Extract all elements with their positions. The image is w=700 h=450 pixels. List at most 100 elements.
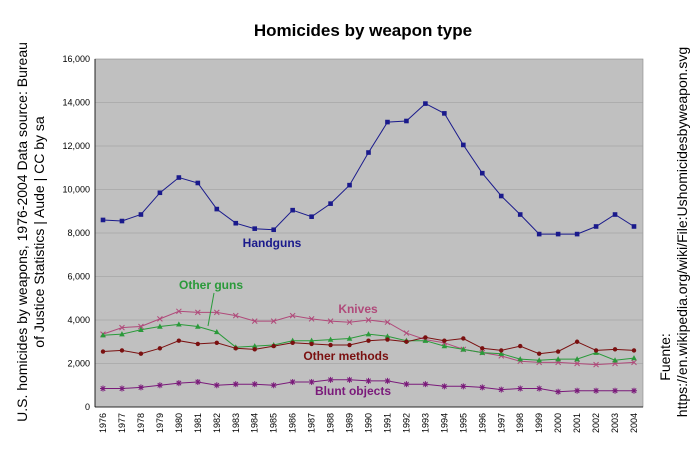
data-point-blunt-objects <box>270 382 277 389</box>
x-tick-label: 1999 <box>534 413 544 433</box>
x-tick-label: 1982 <box>212 413 222 433</box>
data-point-other-guns <box>176 321 182 327</box>
data-point-other-methods <box>347 342 352 348</box>
x-tick-label: 1980 <box>174 413 184 433</box>
data-point-knives <box>574 360 580 367</box>
data-point-handguns <box>536 231 542 237</box>
data-point-knives <box>213 309 220 316</box>
data-point-handguns <box>574 231 580 237</box>
x-tick-label: 1992 <box>401 413 411 433</box>
data-point-handguns <box>593 224 599 229</box>
x-tick-label: 2001 <box>572 413 582 433</box>
data-point-handguns <box>233 220 239 226</box>
data-point-knives <box>232 312 239 319</box>
x-tick-label: 1978 <box>136 413 146 433</box>
data-point-blunt-objects <box>498 386 505 393</box>
x-tick-label: 1981 <box>193 413 203 433</box>
label-knives: Knives <box>338 302 378 316</box>
data-point-blunt-objects <box>100 385 106 392</box>
data-point-knives <box>138 323 144 330</box>
data-point-other-guns <box>612 357 618 363</box>
x-tick-label: 2002 <box>591 413 601 433</box>
data-point-handguns <box>347 182 352 188</box>
y-tick-label: 12,000 <box>62 141 90 151</box>
data-point-handguns <box>555 231 561 237</box>
data-point-other-methods <box>385 337 390 342</box>
x-tick-label: 1995 <box>458 413 468 433</box>
data-point-knives <box>308 316 315 322</box>
data-point-handguns <box>271 227 276 233</box>
data-point-other-methods <box>157 346 163 351</box>
data-point-other-guns <box>422 337 429 343</box>
y-tick-label: 4,000 <box>67 315 90 325</box>
x-tick-label: 1996 <box>477 413 487 433</box>
x-tick-label: 1993 <box>420 413 430 433</box>
label-blunt-objects: Blunt objects <box>315 384 391 398</box>
data-point-handguns <box>252 226 258 231</box>
left-side-text: U.S. homicides by weapons, 1976-2004 Dat… <box>14 42 47 422</box>
data-point-other-guns <box>517 356 524 362</box>
y-tick-label: 14,000 <box>62 98 90 108</box>
x-tick-label: 1979 <box>155 413 165 433</box>
data-point-blunt-objects <box>460 383 467 390</box>
data-point-other-methods <box>480 346 485 351</box>
data-point-blunt-objects <box>232 381 239 388</box>
data-point-handguns <box>404 118 409 124</box>
data-point-blunt-objects <box>536 385 543 392</box>
x-tick-label: 1988 <box>326 413 336 433</box>
data-point-other-methods <box>442 338 447 343</box>
data-point-other-methods <box>631 348 637 353</box>
data-point-other-methods <box>612 347 618 352</box>
x-tick-label: 2004 <box>629 413 639 433</box>
data-point-handguns <box>612 212 618 217</box>
data-point-handguns <box>138 212 144 217</box>
data-point-handguns <box>631 224 637 229</box>
y-tick-label: 8,000 <box>67 228 90 238</box>
data-point-handguns <box>423 101 428 106</box>
y-tick-label: 6,000 <box>67 272 90 282</box>
data-point-blunt-objects <box>365 377 372 384</box>
axes <box>94 59 643 408</box>
data-point-handguns <box>309 214 314 219</box>
data-point-handguns <box>498 193 504 199</box>
data-point-blunt-objects <box>479 384 486 391</box>
data-point-other-guns <box>213 328 220 335</box>
data-point-other-methods <box>366 338 371 343</box>
data-point-blunt-objects <box>213 382 220 389</box>
data-point-blunt-objects <box>194 378 201 385</box>
data-point-handguns <box>385 119 390 125</box>
data-point-handguns <box>176 175 182 180</box>
data-point-blunt-objects <box>403 381 410 388</box>
data-point-blunt-objects <box>308 378 315 385</box>
data-point-blunt-objects <box>422 381 429 388</box>
data-point-other-methods <box>499 348 504 353</box>
data-point-knives <box>251 318 258 324</box>
data-point-blunt-objects <box>251 381 258 388</box>
data-point-blunt-objects <box>175 380 182 387</box>
data-point-blunt-objects <box>612 387 619 394</box>
left-text-line2: of Justice Statistics | Aude | CC by sa <box>31 116 47 348</box>
x-tick-label: 1986 <box>288 413 298 433</box>
data-point-knives <box>176 308 182 315</box>
label-other-guns: Other guns <box>179 278 243 292</box>
data-point-other-guns <box>555 356 561 362</box>
x-tick-label: 1989 <box>345 413 355 433</box>
data-point-handguns <box>442 111 447 116</box>
data-point-blunt-objects <box>593 387 600 394</box>
x-tick-label: 1985 <box>269 413 279 433</box>
gridlines <box>95 102 643 364</box>
data-point-other-methods <box>252 347 257 352</box>
data-point-blunt-objects <box>327 376 334 383</box>
data-point-blunt-objects <box>384 377 391 384</box>
data-point-knives <box>289 312 296 319</box>
data-point-other-methods <box>214 340 219 346</box>
data-point-other-guns <box>157 323 163 329</box>
data-point-blunt-objects <box>555 388 562 395</box>
data-point-blunt-objects <box>517 385 524 392</box>
data-point-blunt-objects <box>289 378 296 385</box>
data-point-other-methods <box>555 349 561 354</box>
label-other-methods: Other methods <box>303 349 389 363</box>
data-point-other-guns <box>327 336 334 342</box>
x-tick-label: 2003 <box>610 413 620 433</box>
